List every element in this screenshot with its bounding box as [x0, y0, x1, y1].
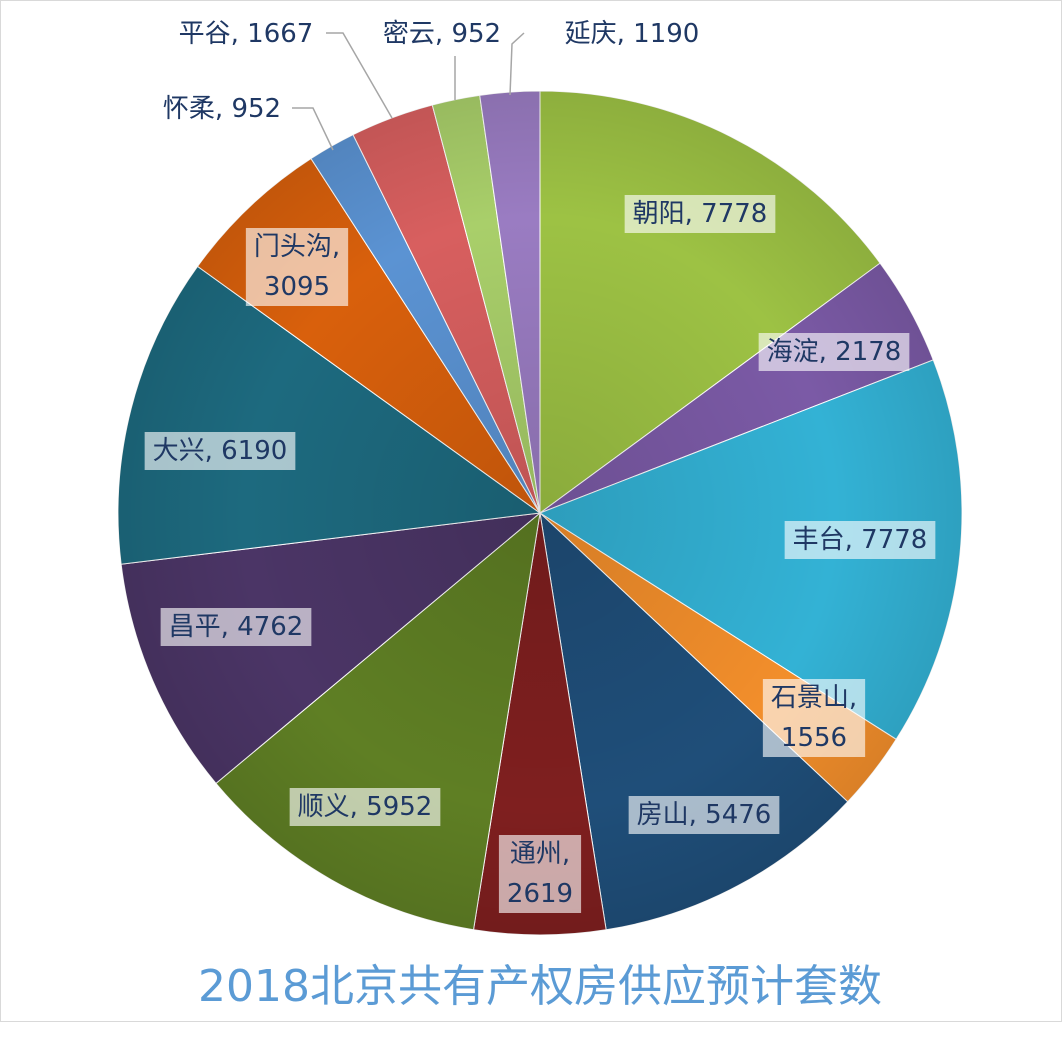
data-label-box — [758, 333, 910, 371]
data-label-1: 朝阳, 7778 — [624, 195, 776, 233]
leader-lines — [292, 32, 525, 151]
data-label-8: 昌平, 4762 — [160, 608, 312, 646]
data-label-text: 丰台, 7778 — [793, 525, 928, 555]
data-label-text: 怀柔, 952 — [163, 94, 281, 124]
data-label-box — [154, 90, 290, 128]
data-label-6: 通州, 2619 — [498, 835, 582, 913]
data-label-text: 大兴, 6190 — [153, 436, 288, 466]
data-label-4: 石景山, 1556 — [762, 679, 866, 757]
data-label-text: 石景山, 1556 — [771, 683, 857, 753]
data-label-box — [784, 521, 936, 559]
data-label-box — [170, 15, 322, 53]
data-label-10: 门头沟, 3095 — [245, 228, 349, 306]
data-label-text: 平谷, 1667 — [179, 19, 314, 49]
data-label-box — [289, 788, 441, 826]
chart-title: 2018北京共有产权房供应预计套数 — [198, 961, 882, 1012]
data-label-box — [144, 432, 296, 470]
slices-layer — [117, 90, 963, 936]
data-label-11: 怀柔, 952 — [154, 90, 290, 128]
data-labels: 朝阳, 7778 海淀, 2178 丰台, 7778 石景山, 1556 房山, 5476… — [144, 15, 936, 913]
data-label-text: 密云, 952 — [383, 19, 501, 49]
data-label-5: 房山, 5476 — [628, 796, 780, 834]
data-label-text: 昌平, 4762 — [169, 612, 304, 642]
data-label-box — [628, 796, 780, 834]
data-label-text: 顺义, 5952 — [298, 792, 433, 822]
data-label-box — [374, 15, 510, 53]
data-label-9: 大兴, 6190 — [144, 432, 296, 470]
data-label-box — [556, 15, 708, 53]
data-label-text: 海淀, 2178 — [767, 337, 902, 367]
data-label-text: 朝阳, 7778 — [633, 199, 768, 229]
data-label-13: 密云, 952 — [374, 15, 510, 53]
leader-line-11 — [292, 107, 334, 151]
data-label-14: 延庆, 1190 — [556, 15, 708, 53]
data-label-2: 海淀, 2178 — [758, 333, 910, 371]
data-label-box — [160, 608, 312, 646]
data-label-text: 门头沟, 3095 — [254, 232, 340, 302]
data-label-box — [762, 679, 866, 757]
data-label-text: 房山, 5476 — [637, 800, 772, 830]
data-label-box — [498, 835, 582, 913]
leader-line-14 — [509, 32, 525, 96]
data-label-text: 通州, 2619 — [507, 839, 573, 909]
data-label-box — [245, 228, 349, 306]
data-label-box — [624, 195, 776, 233]
leader-line-12 — [326, 32, 393, 119]
data-label-12: 平谷, 1667 — [170, 15, 322, 53]
data-label-3: 丰台, 7778 — [784, 521, 936, 559]
data-label-text: 延庆, 1190 — [565, 19, 700, 49]
data-label-7: 顺义, 5952 — [289, 788, 441, 826]
